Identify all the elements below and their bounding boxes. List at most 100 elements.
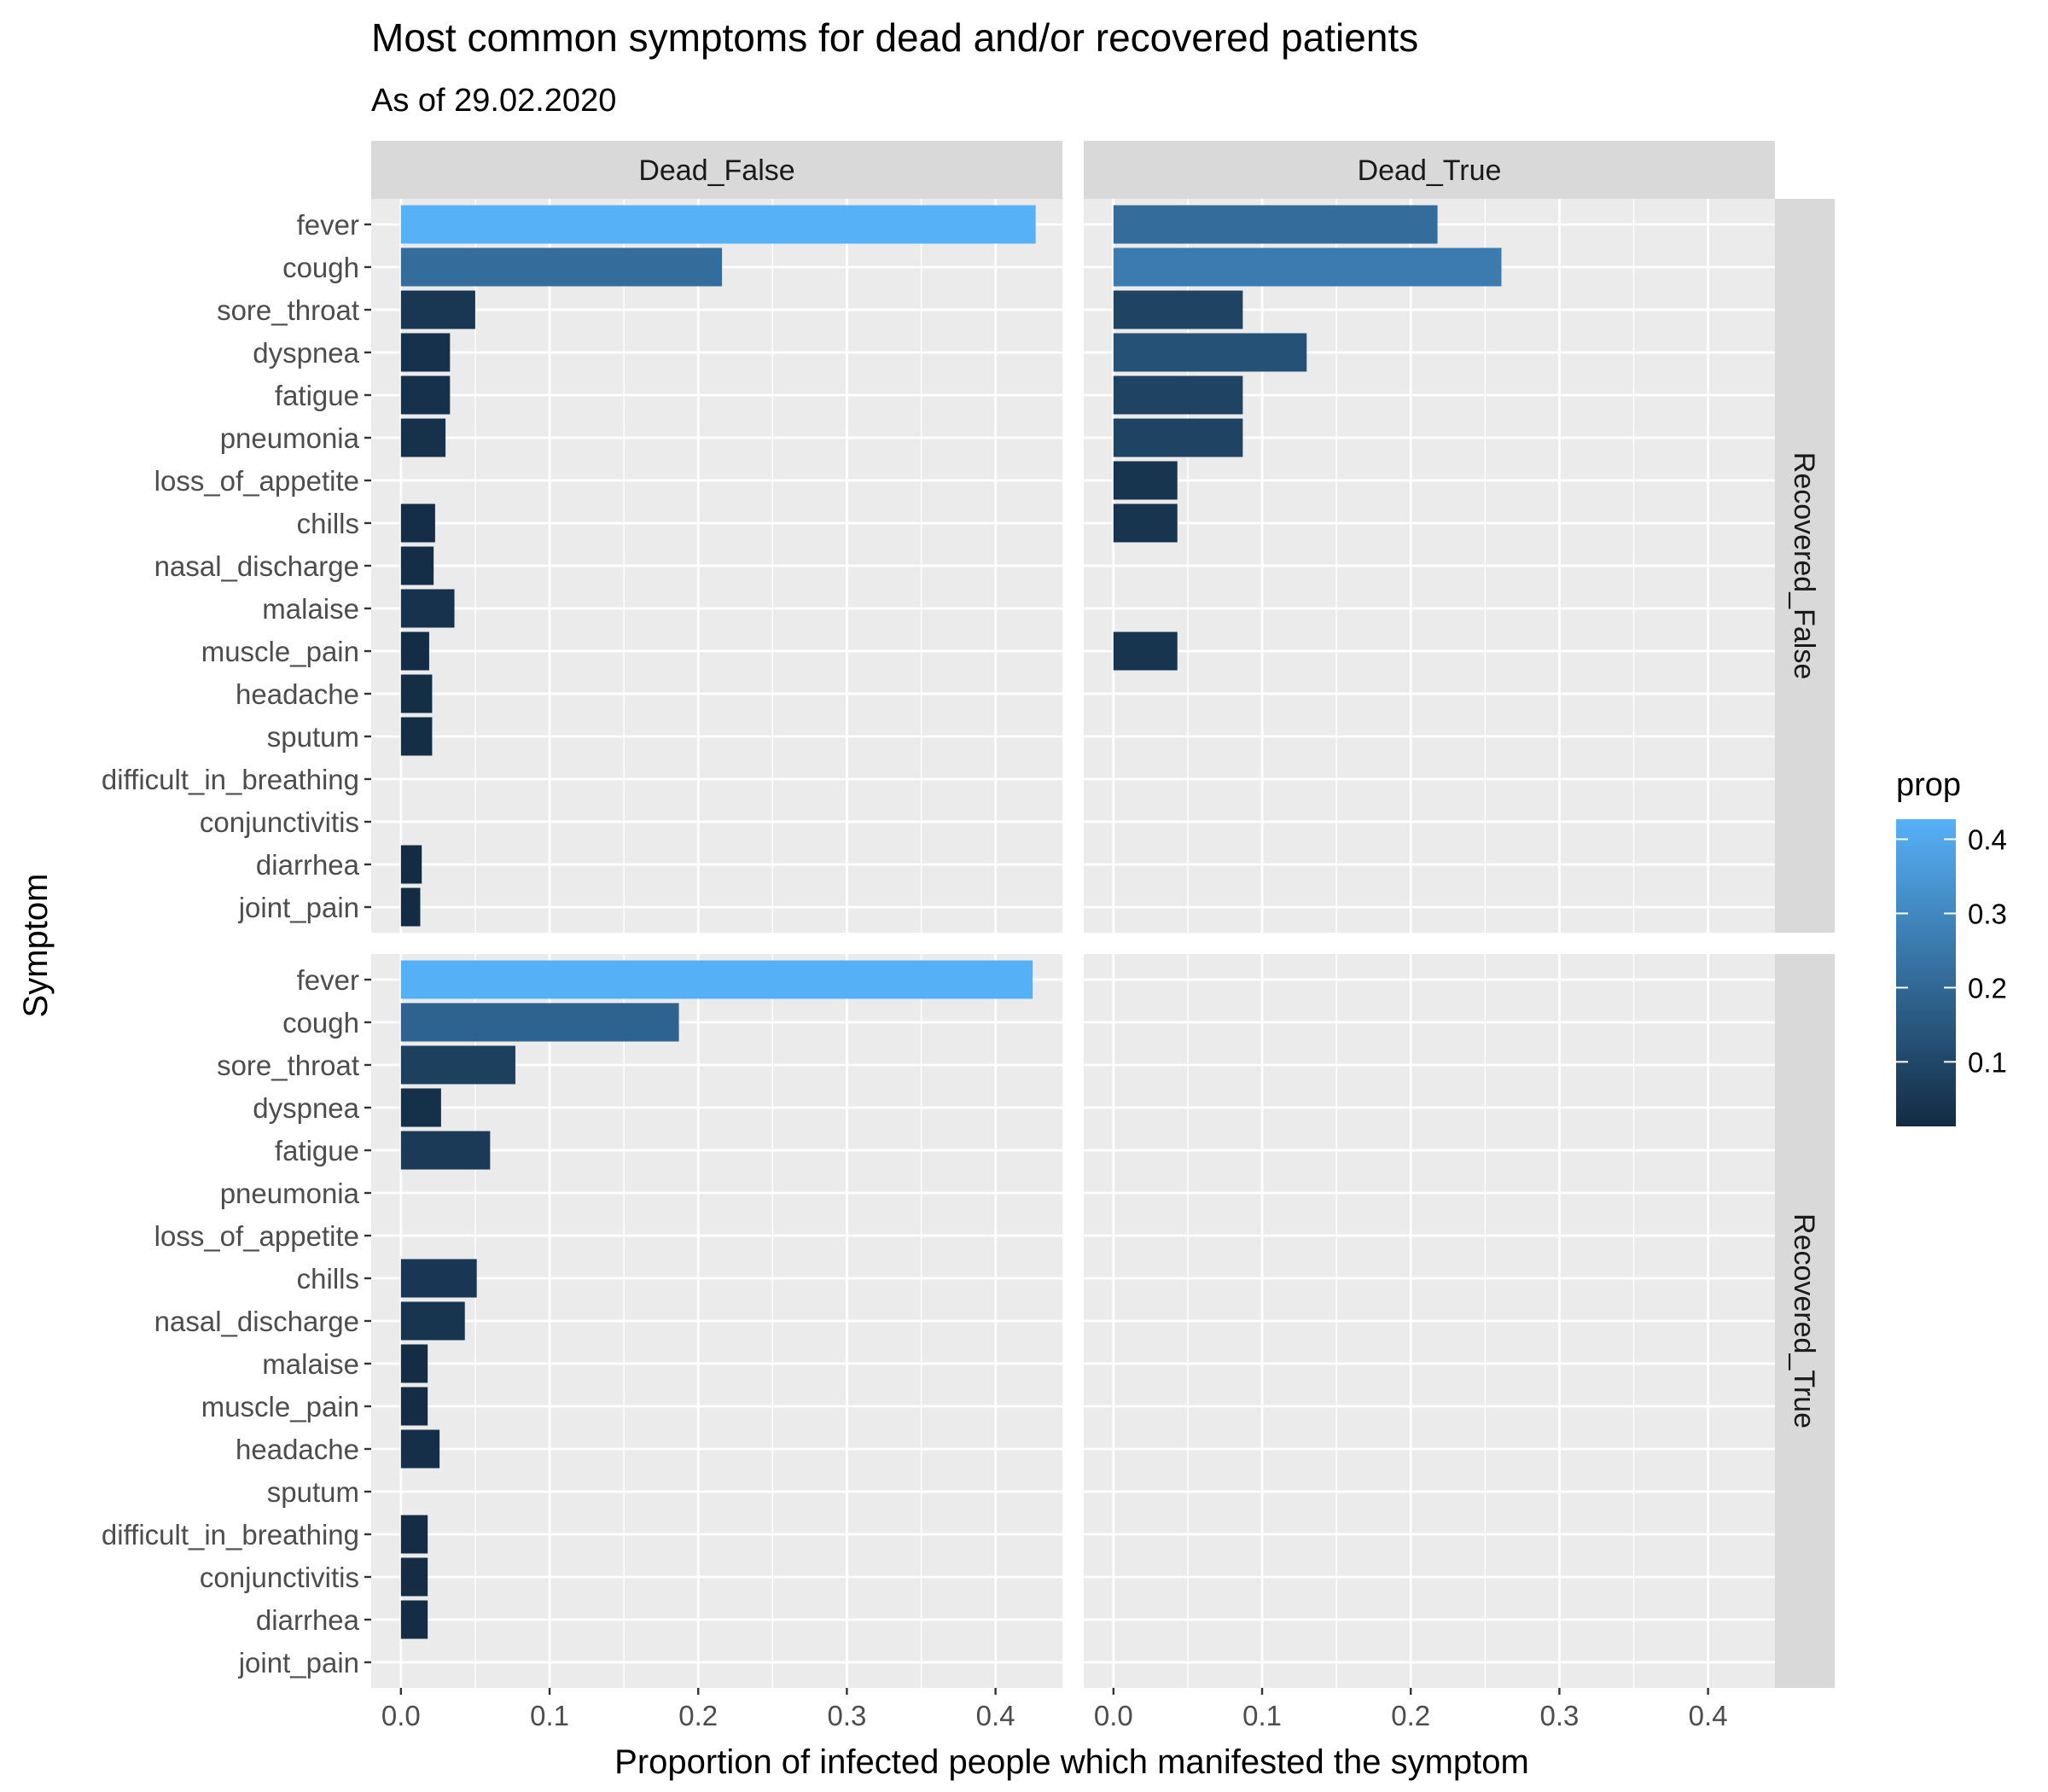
row-strip-label: Recovered_True bbox=[1788, 1213, 1820, 1428]
legend-tick-label: 0.3 bbox=[1968, 898, 2007, 929]
y-tick-label: fatigue bbox=[275, 1135, 359, 1167]
bar-dyspnea bbox=[1113, 333, 1307, 372]
bar-chills bbox=[400, 503, 435, 543]
bar-dyspnea bbox=[400, 333, 451, 372]
legend-tick-label: 0.4 bbox=[1968, 823, 2007, 855]
bar-loss_of_appetite bbox=[1113, 461, 1178, 500]
bar-fatigue bbox=[400, 1131, 491, 1170]
y-tick-label: sore_throat bbox=[217, 294, 359, 326]
row-strip-label: Recovered_False bbox=[1788, 452, 1820, 679]
y-tick-label: sputum bbox=[267, 721, 359, 753]
column-strip bbox=[1084, 141, 1775, 199]
x-tick-label: 0.4 bbox=[1689, 1700, 1728, 1731]
y-tick-label: conjunctivitis bbox=[200, 1562, 359, 1593]
y-tick-label: cough bbox=[282, 252, 359, 283]
bar-fever bbox=[400, 205, 1036, 244]
y-tick-label: diarrhea bbox=[256, 849, 360, 881]
bar-fever bbox=[400, 960, 1033, 999]
x-tick-label: 0.2 bbox=[678, 1700, 718, 1731]
y-tick-label: sore_throat bbox=[217, 1050, 359, 1081]
bar-sore_throat bbox=[1113, 290, 1243, 329]
y-tick-label: muscle_pain bbox=[201, 636, 359, 667]
facet-panels: Dead_False Dead_True Recovered_False Recove… bbox=[102, 141, 1835, 1731]
y-tick-label: joint_pain bbox=[238, 892, 359, 923]
row-strip bbox=[1775, 199, 1835, 933]
y-tick-label: difficult_in_breathing bbox=[102, 764, 359, 795]
bar-dyspnea bbox=[400, 1088, 441, 1127]
bar-nasal_discharge bbox=[400, 1301, 465, 1341]
x-tick-label: 0.3 bbox=[827, 1700, 866, 1731]
bar-sputum bbox=[400, 717, 433, 756]
legend-tick-label: 0.2 bbox=[1968, 972, 2007, 1004]
y-tick-label: loss_of_appetite bbox=[154, 1220, 359, 1252]
y-tick-label: fatigue bbox=[275, 380, 359, 411]
bar-malaise bbox=[400, 1344, 428, 1383]
y-tick-label: cough bbox=[282, 1007, 359, 1039]
bar-nasal_discharge bbox=[400, 546, 434, 585]
bar-muscle_pain bbox=[1113, 631, 1178, 671]
bar-fatigue bbox=[1113, 375, 1243, 415]
y-tick-label: difficult_in_breathing bbox=[102, 1519, 359, 1551]
bar-joint_pain bbox=[400, 887, 421, 927]
bar-difficult_in_breathing bbox=[400, 1515, 428, 1554]
y-tick-label: nasal_discharge bbox=[154, 1306, 359, 1337]
x-tick-label: 0.2 bbox=[1391, 1700, 1430, 1731]
y-tick-label: dyspnea bbox=[253, 337, 359, 369]
bar-diarrhea bbox=[400, 845, 422, 884]
x-tick-label: 0.0 bbox=[1094, 1700, 1133, 1731]
bar-cough bbox=[1113, 247, 1502, 287]
y-tick-label: pneumonia bbox=[220, 422, 360, 454]
bar-sore_throat bbox=[400, 290, 475, 329]
bar-chills bbox=[400, 1259, 477, 1298]
column-strip-label: Dead_False bbox=[638, 154, 794, 187]
bar-pneumonia bbox=[1113, 418, 1243, 457]
column-strip-label: Dead_True bbox=[1358, 154, 1502, 187]
y-tick-label: malaise bbox=[262, 593, 359, 625]
x-tick-label: 0.3 bbox=[1539, 1700, 1579, 1731]
y-tick-label: headache bbox=[236, 1434, 359, 1465]
y-tick-label: sputum bbox=[267, 1476, 359, 1508]
bar-cough bbox=[400, 247, 723, 287]
color-legend: prop 0.1 0.2 0.3 0.4 bbox=[1896, 767, 2007, 1126]
bar-diarrhea bbox=[400, 1600, 428, 1639]
bar-malaise bbox=[400, 589, 455, 628]
y-tick-label: headache bbox=[236, 678, 359, 710]
y-tick-label: conjunctivitis bbox=[200, 806, 359, 838]
bar-conjunctivitis bbox=[400, 1557, 428, 1597]
bar-chills bbox=[1113, 503, 1178, 543]
panel-Dead_True-Recovered_True: 0.0 0.1 0.2 0.3 0.4 bbox=[1084, 954, 1775, 1731]
column-strip bbox=[371, 141, 1062, 199]
bar-headache bbox=[400, 674, 433, 713]
chart-title: Most common symptoms for dead and/or rec… bbox=[371, 15, 1418, 60]
bar-fever bbox=[1113, 205, 1438, 244]
x-axis-title: Proportion of infected people which mani… bbox=[614, 1743, 1529, 1781]
y-tick-label: fever bbox=[297, 209, 359, 241]
x-tick-label: 0.0 bbox=[381, 1700, 421, 1731]
bar-muscle_pain bbox=[400, 631, 429, 671]
x-tick-label: 0.4 bbox=[976, 1700, 1015, 1731]
y-tick-label: joint_pain bbox=[238, 1647, 359, 1679]
x-tick-label: 0.1 bbox=[530, 1700, 569, 1731]
panel-Dead_True-Recovered_False bbox=[1084, 199, 1775, 933]
bar-muscle_pain bbox=[400, 1387, 428, 1426]
bar-cough bbox=[400, 1003, 679, 1042]
bar-headache bbox=[400, 1429, 440, 1469]
y-tick-label: chills bbox=[297, 508, 359, 539]
y-tick-label: diarrhea bbox=[256, 1604, 360, 1636]
x-tick-label: 0.1 bbox=[1242, 1700, 1282, 1731]
y-tick-label: muscle_pain bbox=[201, 1391, 359, 1423]
bar-sore_throat bbox=[400, 1045, 515, 1085]
y-tick-label: pneumonia bbox=[220, 1178, 360, 1209]
chart-subtitle: As of 29.02.2020 bbox=[371, 83, 616, 119]
y-tick-label: dyspnea bbox=[253, 1092, 359, 1124]
y-axis-title: Symptom bbox=[17, 874, 55, 1018]
row-strip bbox=[1775, 954, 1835, 1688]
bar-pneumonia bbox=[400, 418, 446, 457]
y-tick-label: malaise bbox=[262, 1348, 359, 1380]
legend-colorbar bbox=[1896, 819, 1956, 1126]
y-tick-label: fever bbox=[297, 964, 359, 996]
legend-tick-label: 0.1 bbox=[1968, 1046, 2007, 1078]
